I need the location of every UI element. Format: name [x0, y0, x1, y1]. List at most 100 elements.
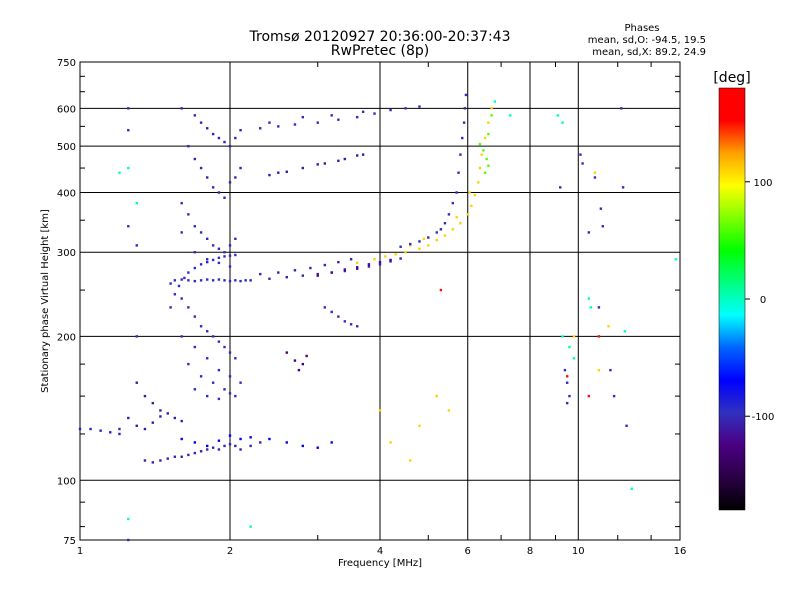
data-point [193, 114, 197, 117]
data-point [199, 166, 203, 170]
data-point [355, 115, 359, 119]
data-point [367, 263, 371, 266]
data-point [173, 416, 177, 420]
data-point [193, 279, 197, 283]
data-point [180, 419, 183, 423]
data-point [349, 323, 353, 326]
data-point [118, 432, 121, 436]
data-point [187, 306, 190, 309]
data-point [461, 136, 464, 140]
data-point [234, 279, 237, 282]
data-point [427, 244, 430, 247]
data-point [223, 345, 226, 349]
data-point [217, 191, 221, 194]
data-point [217, 368, 221, 372]
data-point [268, 277, 271, 280]
data-point [228, 351, 232, 354]
data-point [217, 256, 221, 260]
data-point [180, 231, 183, 234]
data-point [389, 108, 392, 112]
data-point [435, 238, 438, 242]
data-point [490, 114, 493, 117]
colorbar [718, 87, 746, 511]
data-point [187, 453, 190, 457]
data-point [355, 266, 359, 269]
chart-title: Tromsø 20120927 20:36:00-20:37:43 [249, 29, 511, 45]
data-point [597, 335, 601, 338]
data-point [205, 127, 209, 130]
data-point [193, 266, 197, 270]
data-point [173, 293, 177, 296]
data-point [205, 258, 209, 261]
data-point [480, 153, 483, 156]
data-point [205, 260, 209, 264]
data-point [127, 225, 130, 228]
data-point [399, 245, 402, 248]
data-point [217, 439, 221, 442]
data-point [409, 244, 412, 247]
data-point [249, 444, 252, 448]
data-point [367, 265, 371, 268]
data-point [135, 201, 138, 205]
data-point [297, 368, 301, 372]
data-point [435, 231, 438, 234]
data-point [293, 123, 297, 126]
data-point [234, 357, 237, 360]
data-point [404, 107, 407, 110]
data-point [205, 278, 209, 281]
data-point [268, 437, 271, 441]
data-point [223, 196, 226, 199]
colorbar-tick-label: 100 [753, 178, 772, 189]
data-point [199, 263, 203, 266]
colorbar-tick-label: 0 [760, 295, 766, 306]
data-point [228, 265, 232, 268]
data-point [439, 288, 443, 292]
data-point [159, 415, 162, 418]
data-point [674, 258, 678, 261]
data-point [609, 368, 612, 372]
data-point [305, 354, 308, 358]
data-point [259, 272, 262, 276]
data-point [451, 201, 455, 205]
data-point [217, 397, 221, 401]
data-point [205, 176, 209, 179]
data-point [169, 282, 172, 285]
data-point [180, 201, 183, 205]
data-point [78, 427, 82, 431]
data-point [435, 394, 438, 398]
data-point [234, 394, 237, 398]
data-point [180, 455, 183, 458]
data-point [565, 401, 569, 405]
data-point [587, 394, 591, 398]
y-tick-labels: 75 100 200 300 400 500 600 750 [57, 58, 76, 547]
data-point [199, 121, 203, 124]
data-point [443, 234, 447, 237]
data-point [361, 153, 365, 156]
data-point [389, 258, 392, 262]
data-point [477, 181, 480, 184]
data-point [193, 315, 197, 318]
data-point [597, 368, 601, 372]
data-point [418, 240, 421, 243]
data-point [211, 381, 215, 384]
data-point [620, 107, 623, 110]
data-point [89, 427, 92, 431]
data-point [323, 306, 327, 309]
data-point [259, 441, 262, 444]
y-tick-label: 200 [57, 332, 76, 343]
data-point [205, 448, 209, 451]
data-point [268, 173, 271, 177]
data-point [127, 416, 130, 420]
data-point [223, 279, 226, 282]
data-point [228, 181, 232, 184]
data-point [572, 357, 576, 360]
data-point [612, 394, 616, 398]
data-point [285, 351, 288, 354]
data-point [173, 279, 177, 282]
data-point [404, 251, 407, 254]
x-tick-label: 4 [377, 546, 383, 557]
data-point [451, 228, 455, 231]
data-point [330, 271, 333, 274]
data-point [373, 112, 376, 115]
data-point [228, 254, 232, 257]
